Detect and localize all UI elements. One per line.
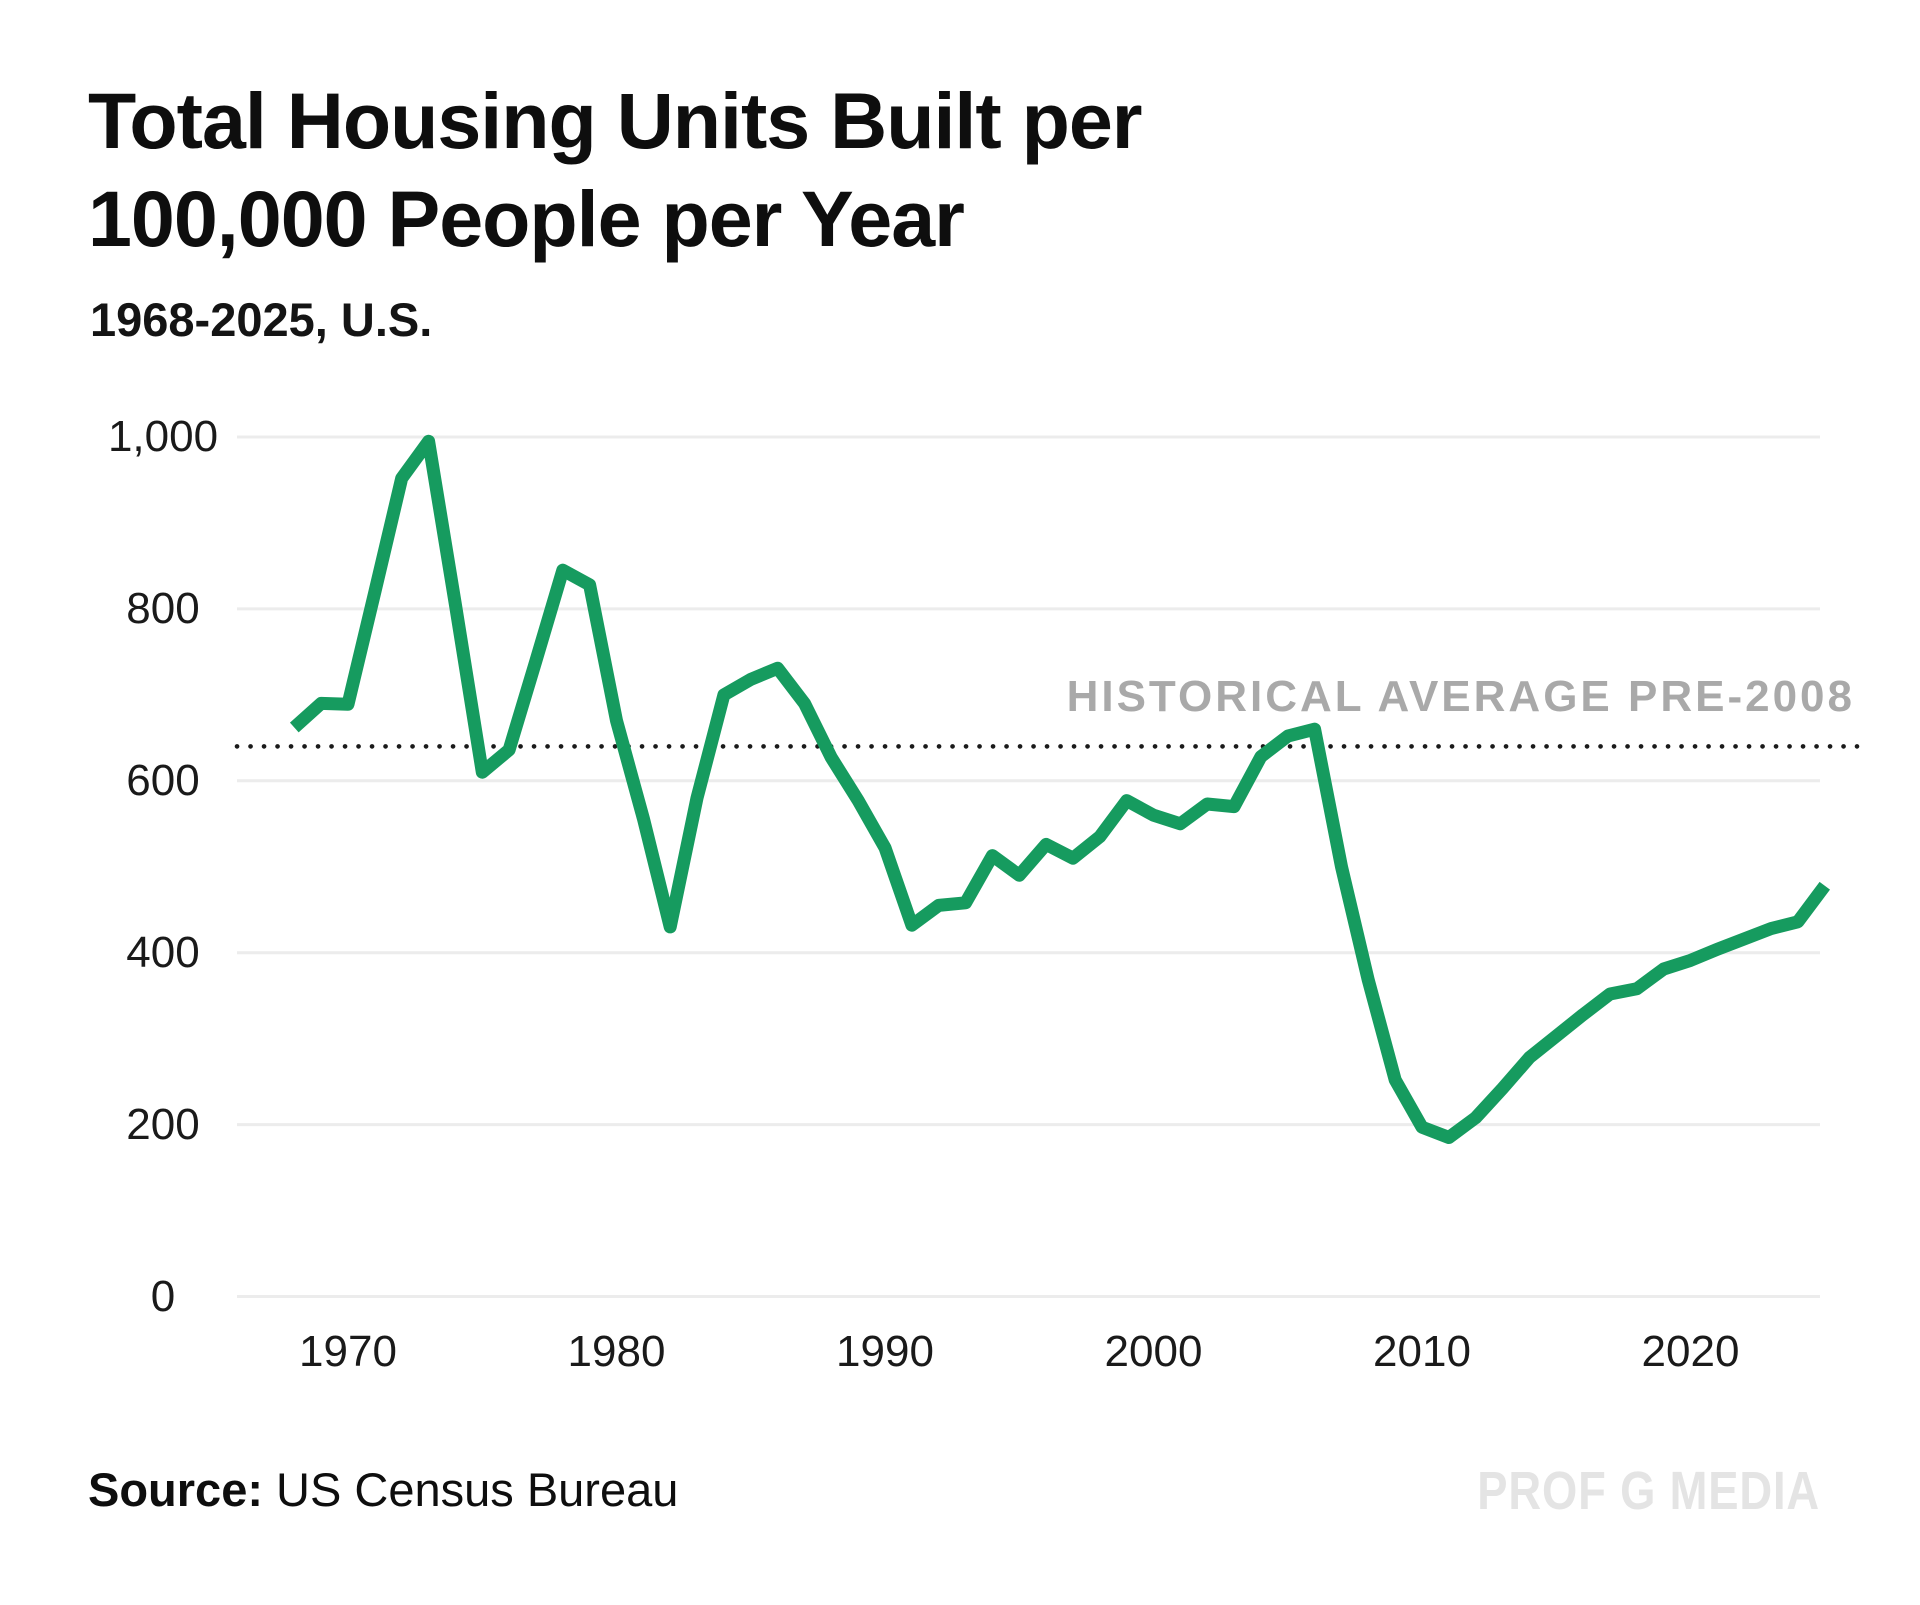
y-axis-tick-label: 0 xyxy=(150,1271,176,1321)
chart-subtitle: 1968-2025, U.S. xyxy=(90,293,433,346)
x-axis-tick-label: 2000 xyxy=(1104,1327,1203,1376)
line-series-stroke xyxy=(289,434,1831,1144)
chart-title: Total Housing Units Built per 100,000 Peo… xyxy=(88,76,1143,263)
gridlines xyxy=(237,435,1820,1298)
source-label: Source: xyxy=(88,1463,263,1516)
housing-units-line-series xyxy=(289,434,1831,1144)
source-line: Source: US Census Bureau xyxy=(88,1462,678,1517)
x-axis-tick-label: 2010 xyxy=(1373,1327,1471,1376)
x-axis-tick-label: 2020 xyxy=(1641,1327,1740,1376)
y-axis-tick-label: 600 xyxy=(126,755,200,805)
y-axis-tick-label: 800 xyxy=(126,583,200,633)
y-axis-tick-label: 1,000 xyxy=(107,412,219,461)
y-axis-tick-label: 200 xyxy=(126,1099,200,1149)
source-text: US Census Bureau xyxy=(263,1463,679,1516)
watermark-prof-g-media: PROF G MEDIA xyxy=(1477,1461,1820,1521)
x-axis-tick-label: 1990 xyxy=(836,1327,934,1376)
x-axis-tick-label: 1980 xyxy=(567,1327,666,1376)
y-axis-tick-label: 400 xyxy=(126,927,200,977)
historical-average-label: HISTORICAL AVERAGE PRE-2008 xyxy=(1066,672,1855,721)
x-axis-tick-label: 1970 xyxy=(299,1327,397,1376)
